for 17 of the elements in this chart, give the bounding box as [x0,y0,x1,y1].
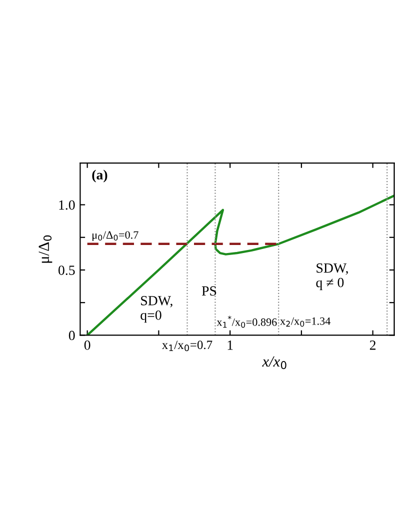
x-tick-label: 1 [228,340,233,350]
x-tick-label: 0 [84,340,90,350]
y-tick-label: 0 [68,330,75,340]
line-series [86,194,394,336]
ref-line-label: x$_{1}$$^{*}$/x$_{0}$=0.896 [216,316,277,328]
y-tick-label: 0.5 [58,266,75,275]
x-axis-title: x/x$_{0}$ [262,356,286,370]
y-axis-title: μ/Δ$_{0}$ [38,235,52,263]
y-tick-label: 1.0 [59,200,75,210]
annotation: μ$_{0}$/Δ$_{0}$=0.7 [92,231,138,241]
annotation: SDW, q=0 [140,296,172,323]
ref-line-label: x$_{1}$/x$_{0}$=0.7 [162,340,212,352]
x-tick-label: 2 [370,340,376,350]
annotation: (a) [92,170,108,182]
annotation: PS [202,286,216,296]
ref-line-label: x$_{2}$/x$_{0}$=1.34 [280,317,330,327]
annotation: SDW, q ≠ 0 [316,263,348,290]
